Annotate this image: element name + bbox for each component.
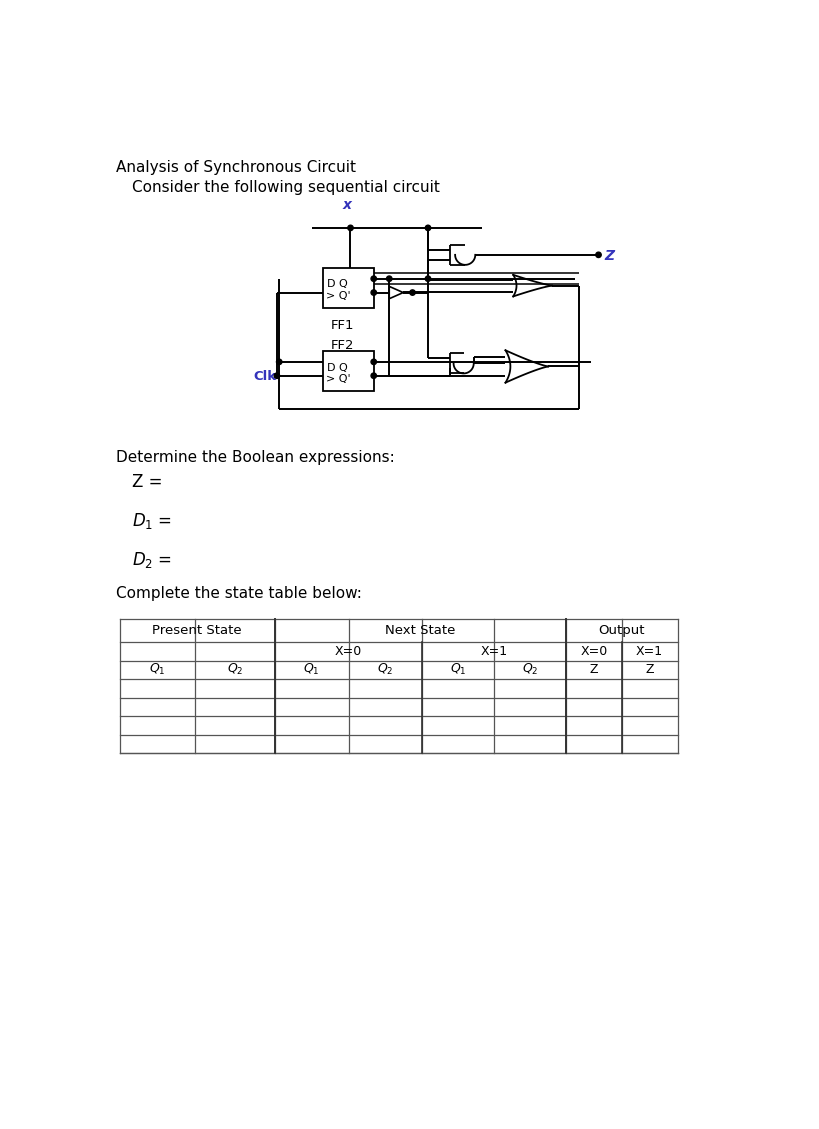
Circle shape: [410, 290, 414, 296]
Bar: [323, 351, 373, 391]
Circle shape: [276, 359, 282, 365]
Circle shape: [425, 275, 430, 281]
Text: X=1: X=1: [636, 645, 663, 658]
Text: > Q': > Q': [326, 374, 351, 384]
Text: $Q_1$: $Q_1$: [303, 663, 319, 677]
Text: $Q_2$: $Q_2$: [521, 663, 537, 677]
Text: FF1: FF1: [331, 318, 354, 332]
Text: $D_1$ =: $D_1$ =: [132, 511, 172, 532]
Text: $D_2$ =: $D_2$ =: [132, 550, 172, 570]
Circle shape: [370, 373, 376, 378]
Circle shape: [347, 225, 353, 230]
Text: Output: Output: [598, 624, 645, 637]
Circle shape: [370, 290, 376, 296]
Text: X=0: X=0: [334, 645, 361, 658]
Text: Determine the Boolean expressions:: Determine the Boolean expressions:: [116, 449, 395, 465]
Text: Z: Z: [604, 248, 614, 263]
Text: Z: Z: [589, 664, 597, 676]
Text: Consider the following sequential circuit: Consider the following sequential circui…: [132, 181, 439, 195]
Circle shape: [370, 359, 376, 365]
Text: X=1: X=1: [480, 645, 507, 658]
Circle shape: [274, 373, 279, 378]
Text: Next State: Next State: [385, 624, 455, 637]
Text: x: x: [342, 199, 351, 212]
Circle shape: [370, 275, 376, 281]
Text: $Q_2$: $Q_2$: [227, 663, 243, 677]
Bar: [323, 268, 373, 308]
Text: Present State: Present State: [152, 624, 242, 637]
Circle shape: [386, 275, 391, 281]
Text: D Q: D Q: [327, 280, 347, 289]
Text: $Q_1$: $Q_1$: [149, 663, 165, 677]
Text: $Q_1$: $Q_1$: [449, 663, 465, 677]
Text: Complete the state table below:: Complete the state table below:: [116, 586, 362, 601]
Text: FF2: FF2: [331, 339, 354, 352]
Text: > Q': > Q': [326, 291, 351, 301]
Text: D Q: D Q: [327, 362, 347, 373]
Circle shape: [595, 252, 600, 257]
Text: Z =: Z =: [132, 473, 162, 491]
Text: Clk: Clk: [253, 370, 276, 384]
Text: X=0: X=0: [580, 645, 607, 658]
Text: $Q_2$: $Q_2$: [377, 663, 393, 677]
Text: Analysis of Synchronous Circuit: Analysis of Synchronous Circuit: [116, 160, 356, 175]
Text: Z: Z: [645, 664, 653, 676]
Circle shape: [425, 225, 430, 230]
